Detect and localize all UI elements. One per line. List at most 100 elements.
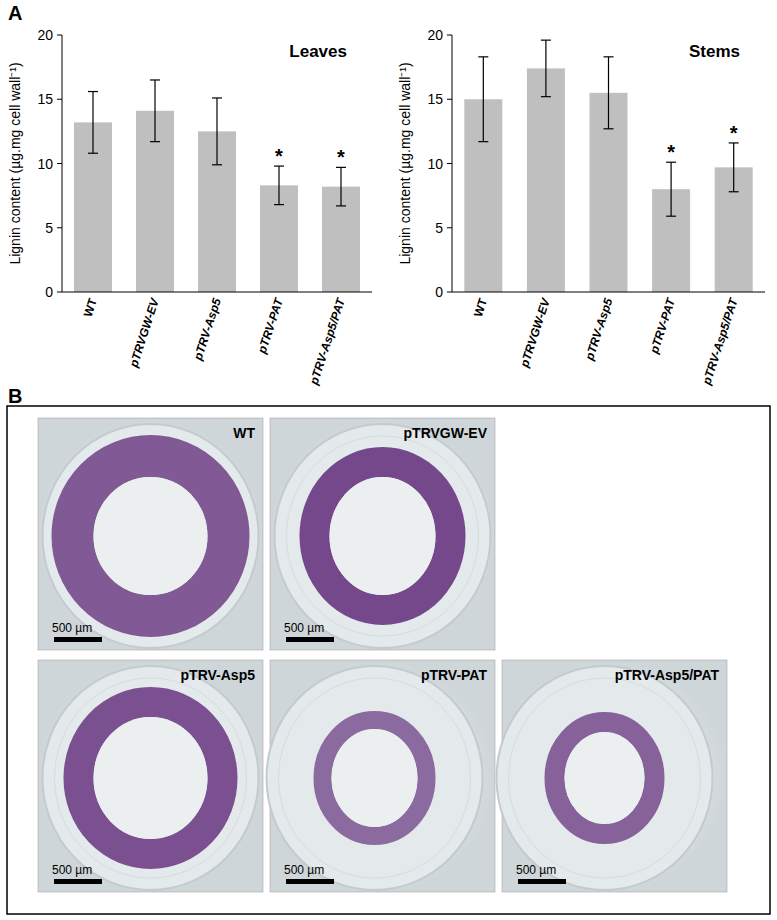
lignin-ring: [323, 720, 427, 836]
micrograph-label: pTRV-Asp5/PAT: [615, 667, 720, 683]
lignin-ring: [79, 702, 223, 854]
image-background: [38, 660, 263, 892]
scale-bar: [54, 879, 102, 884]
chart-title: Leaves: [289, 42, 347, 61]
error-bar: [274, 166, 284, 205]
x-tick-label: WT: [81, 296, 100, 319]
y-tick: [447, 292, 452, 293]
error-cap: [150, 141, 160, 142]
error-cap: [212, 164, 222, 165]
micrograph: pTRV-PAT 500 µm: [267, 660, 496, 892]
y-tick-label: 15: [427, 91, 443, 107]
significance-mark: *: [667, 141, 675, 163]
error-cap: [541, 96, 551, 97]
pith: [94, 717, 208, 839]
y-tick-label: 20: [427, 27, 443, 43]
error-cap: [541, 40, 551, 41]
y-tick-label: 20: [37, 27, 53, 43]
error-cap: [666, 216, 676, 217]
scale-bar-label: 500 µm: [284, 621, 324, 635]
scale-bar: [286, 879, 334, 884]
y-tick: [57, 227, 62, 228]
bars: [464, 40, 752, 292]
y-tick-label: 5: [435, 220, 443, 236]
x-tick-label: pTRV-Asp5/PAT: [699, 295, 741, 387]
error-bar: [212, 98, 222, 165]
x-tick-label: WT: [471, 296, 490, 319]
y-tick: [57, 35, 62, 36]
stem-section: [43, 424, 259, 648]
image-background: [270, 418, 495, 650]
lignin-ring: [315, 462, 451, 610]
scale-bar-label: 500 µm: [516, 863, 556, 877]
pith: [332, 729, 418, 827]
panel-label: B: [8, 385, 22, 407]
error-cap: [604, 128, 614, 129]
micrograph: WT500 µm: [38, 418, 263, 650]
scale-bar: [54, 637, 102, 642]
error-cap: [478, 141, 488, 142]
error-bar: [729, 143, 739, 192]
error-line: [92, 92, 93, 154]
error-bar: [478, 57, 488, 142]
error-cap: [604, 56, 614, 57]
error-line: [278, 166, 279, 205]
significance-mark: *: [730, 122, 738, 144]
y-tick-label: 15: [37, 91, 53, 107]
x-tick-label: pTRV-Asp5/PAT: [306, 295, 348, 387]
y-axis-label: Lignin content (µg.mg cell wall⁻¹): [7, 62, 23, 264]
y-tick: [447, 227, 452, 228]
error-bar: [336, 167, 346, 206]
y-axis-label: Lignin content (µg.mg cell wall⁻¹): [397, 62, 413, 264]
x-tick-label: pTRV-Asp5: [190, 296, 224, 363]
cortex-line: [55, 678, 247, 878]
error-cap: [274, 204, 284, 205]
error-line: [545, 40, 546, 97]
cortex-line: [55, 436, 247, 636]
error-cap: [729, 191, 739, 192]
error-cap: [150, 79, 160, 80]
panel-frame: [7, 406, 770, 914]
scale-bar: [286, 637, 334, 642]
scale-bar-label: 500 µm: [52, 621, 92, 635]
y-tick: [57, 292, 62, 293]
scale-bar-label: 500 µm: [284, 863, 324, 877]
x-axis: [62, 292, 372, 293]
significance-mark: *: [275, 145, 283, 167]
x-tick-label: pTRV-Asp5: [582, 296, 616, 363]
x-tick-label: pTRVGW-EV: [126, 296, 162, 370]
error-line: [483, 57, 484, 142]
y-tick-label: 10: [427, 156, 443, 172]
image-background: [38, 418, 263, 650]
stem-section: [43, 666, 259, 890]
x-tick-label: pTRV-PAT: [255, 295, 287, 356]
error-line: [733, 143, 734, 192]
error-bar: [88, 92, 98, 154]
scale-bar-label: 500 µm: [52, 863, 92, 877]
x-axis: [452, 292, 765, 293]
stem-section: [497, 666, 713, 890]
stem-section: [267, 666, 483, 890]
pith: [94, 477, 208, 595]
micrograph-label: pTRV-Asp5: [181, 667, 256, 683]
lignin-ring: [555, 722, 655, 834]
error-cap: [336, 205, 346, 206]
bar-chart: Lignin content (µg.mg cell wall⁻¹)Stems0…: [397, 27, 765, 387]
scale-bar: [518, 879, 566, 884]
y-tick-label: 10: [37, 156, 53, 172]
micrograph: pTRV-Asp5 500 µm: [38, 660, 263, 892]
micrograph-label: pTRV-PAT: [421, 667, 488, 683]
y-tick: [57, 163, 62, 164]
error-bar: [541, 40, 551, 97]
bar-chart: Lignin content (µg.mg cell wall⁻¹) Leaves…: [7, 27, 372, 387]
figure: ABLignin content (µg.mg cell wall⁻¹)Leav…: [0, 0, 777, 920]
bars: [74, 80, 360, 292]
error-bar: [150, 80, 160, 142]
error-cap: [88, 91, 98, 92]
y-tick-label: 0: [435, 284, 443, 300]
y-tick-label: 0: [45, 284, 53, 300]
micrograph: pTRVGW-EV500 µm: [270, 418, 495, 650]
y-axis: [62, 35, 63, 292]
error-line: [608, 57, 609, 129]
error-line: [216, 98, 217, 165]
